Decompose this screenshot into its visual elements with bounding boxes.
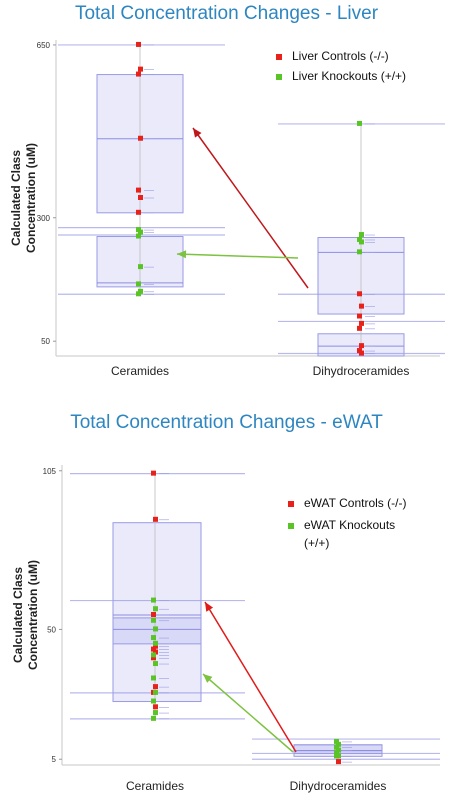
- x-tick-label: Ceramides: [111, 364, 169, 378]
- chart-title-ewat: Total Concentration Changes - eWAT: [70, 412, 383, 433]
- data-point-controls: [136, 41, 141, 47]
- data-point-knockouts: [151, 597, 156, 603]
- data-point-controls: [359, 320, 364, 326]
- data-point-controls: [357, 313, 362, 319]
- legend-label: Liver Controls (-/-): [292, 49, 389, 63]
- data-point-controls: [357, 291, 362, 297]
- data-point-controls: [357, 325, 362, 331]
- y-tick-label: 50: [41, 337, 50, 346]
- data-point-controls: [359, 343, 364, 349]
- data-point-controls: [153, 684, 158, 690]
- legend-label: Liver Knockouts (+/+): [292, 69, 406, 83]
- data-point-controls: [153, 649, 158, 655]
- data-point-knockouts: [153, 710, 158, 716]
- data-point-knockouts: [153, 606, 158, 612]
- data-point-knockouts: [151, 652, 156, 658]
- data-point-controls: [153, 704, 158, 710]
- y-tick-label: 650: [37, 41, 51, 50]
- data-point-knockouts: [153, 640, 158, 646]
- arrow-knockouts: [202, 673, 294, 753]
- legend-swatch: [288, 501, 294, 507]
- data-point-knockouts: [336, 747, 341, 753]
- data-point-controls: [151, 646, 156, 652]
- data-point-knockouts: [138, 229, 143, 235]
- data-point-controls: [136, 187, 141, 193]
- data-point-knockouts: [357, 249, 362, 255]
- data-point-controls: [151, 470, 156, 476]
- arrow-controls: [204, 601, 297, 753]
- liver-box-plot: 50 300 650 Calculated ClassConcentration (u…: [9, 40, 445, 378]
- ewat-box-plot: 5 50 105 Calculated ClassConcentration (uM)…: [11, 465, 440, 793]
- chart-title-liver: Total Concentration Changes - Liver: [74, 3, 379, 24]
- legend-swatch: [288, 523, 294, 529]
- data-point-knockouts: [153, 626, 158, 632]
- legend-swatch: [276, 54, 282, 60]
- y-tick-label: 50: [47, 625, 56, 634]
- data-point-knockouts: [151, 698, 156, 704]
- x-tick-label: Ceramides: [126, 779, 184, 793]
- data-point-controls: [359, 303, 364, 309]
- data-point-knockouts: [334, 750, 339, 756]
- data-point-controls: [138, 195, 143, 200]
- data-point-controls: [153, 516, 158, 522]
- data-point-knockouts: [136, 281, 141, 287]
- legend-label: eWAT Controls (-/-): [304, 496, 406, 510]
- box-controls: [112, 522, 202, 703]
- data-point-knockouts: [151, 675, 156, 681]
- legend-swatch: [276, 74, 282, 80]
- arrow-controls: [192, 127, 309, 289]
- data-point-knockouts: [334, 744, 339, 750]
- data-point-controls: [359, 350, 364, 356]
- y-axis-label: Calculated ClassConcentration (uM): [9, 143, 38, 253]
- data-point-knockouts: [153, 661, 158, 667]
- y-tick-label: 5: [52, 755, 57, 764]
- data-point-knockouts: [334, 738, 339, 744]
- data-point-knockouts: [136, 291, 141, 297]
- data-point-knockouts: [136, 233, 141, 239]
- y-tick-label: 105: [43, 467, 57, 476]
- arrow-knockouts: [176, 250, 299, 259]
- legend-label: eWAT Knockouts (+/+): [304, 518, 395, 550]
- data-point-controls: [136, 209, 141, 215]
- data-point-controls: [153, 643, 158, 649]
- y-tick-label: 300: [37, 214, 51, 223]
- x-tick-label: Dihydroceramides: [313, 364, 410, 378]
- data-point-knockouts: [357, 120, 362, 126]
- data-point-knockouts: [359, 232, 364, 238]
- data-point-controls: [151, 655, 156, 661]
- data-point-knockouts: [359, 239, 364, 245]
- data-point-knockouts: [151, 635, 156, 641]
- data-point-knockouts: [151, 617, 156, 623]
- data-point-knockouts: [153, 689, 158, 695]
- y-axis-label: Calculated ClassConcentration (uM): [11, 560, 40, 670]
- data-point-knockouts: [336, 741, 341, 747]
- data-point-controls: [151, 612, 156, 617]
- data-point-controls: [138, 135, 143, 141]
- data-point-knockouts: [151, 715, 156, 721]
- data-point-controls: [136, 71, 141, 77]
- data-point-knockouts: [334, 753, 339, 759]
- data-point-controls: [138, 66, 143, 72]
- data-point-knockouts: [138, 264, 143, 270]
- x-tick-label: Dihydroceramides: [290, 779, 387, 793]
- data-point-controls: [336, 759, 341, 765]
